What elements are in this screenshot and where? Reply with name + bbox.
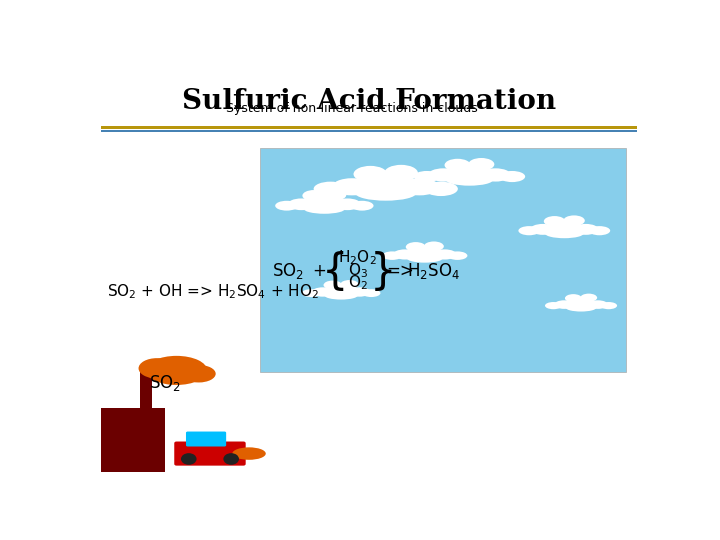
Ellipse shape (275, 201, 298, 211)
Ellipse shape (348, 287, 370, 296)
Ellipse shape (580, 294, 597, 302)
Ellipse shape (382, 252, 402, 260)
Ellipse shape (354, 166, 387, 183)
Text: H$_2$SO$_4$: H$_2$SO$_4$ (407, 261, 459, 281)
Circle shape (223, 453, 239, 465)
Ellipse shape (407, 254, 443, 262)
Ellipse shape (544, 216, 565, 227)
Ellipse shape (408, 245, 441, 259)
Ellipse shape (563, 215, 585, 226)
Text: SO$_2$ + OH => H$_2$SO$_4$ + HO$_2$: SO$_2$ + OH => H$_2$SO$_4$ + HO$_2$ (107, 282, 319, 301)
Ellipse shape (302, 289, 320, 297)
Ellipse shape (554, 300, 574, 309)
Circle shape (181, 453, 197, 465)
Ellipse shape (433, 249, 456, 260)
Ellipse shape (414, 171, 440, 182)
Ellipse shape (384, 165, 418, 181)
Ellipse shape (332, 178, 372, 195)
Ellipse shape (303, 203, 346, 214)
Text: Sulfuric Acid Formation: Sulfuric Acid Formation (182, 87, 556, 114)
Ellipse shape (326, 284, 356, 296)
FancyBboxPatch shape (101, 126, 637, 129)
Ellipse shape (565, 294, 582, 302)
Ellipse shape (182, 365, 216, 382)
Ellipse shape (355, 185, 416, 201)
Ellipse shape (393, 249, 417, 260)
FancyBboxPatch shape (186, 431, 226, 447)
Text: SO$_2$: SO$_2$ (149, 373, 181, 393)
Text: =>: => (386, 261, 413, 280)
Ellipse shape (406, 242, 426, 252)
Ellipse shape (323, 281, 342, 289)
Ellipse shape (424, 181, 458, 196)
Ellipse shape (446, 174, 493, 186)
Ellipse shape (341, 280, 359, 289)
FancyBboxPatch shape (260, 148, 626, 373)
Ellipse shape (324, 291, 358, 300)
Ellipse shape (424, 241, 444, 251)
Ellipse shape (567, 297, 595, 308)
FancyBboxPatch shape (174, 442, 246, 465)
Ellipse shape (312, 287, 333, 296)
Text: +: + (312, 261, 325, 280)
Ellipse shape (428, 168, 459, 181)
Ellipse shape (314, 181, 347, 196)
Ellipse shape (518, 226, 540, 235)
Text: $\}$: $\}$ (369, 248, 392, 293)
FancyBboxPatch shape (101, 130, 637, 132)
Ellipse shape (323, 190, 346, 200)
Ellipse shape (480, 168, 511, 181)
Text: System of non-linear reactions in clouds: System of non-linear reactions in clouds (226, 102, 478, 114)
Text: H$_2$O$_2$: H$_2$O$_2$ (338, 249, 377, 267)
Ellipse shape (362, 289, 380, 297)
Text: O$_2$: O$_2$ (348, 274, 368, 293)
Ellipse shape (589, 226, 610, 235)
Ellipse shape (546, 220, 582, 234)
Ellipse shape (530, 224, 556, 235)
Ellipse shape (145, 356, 207, 385)
Ellipse shape (545, 228, 584, 238)
Ellipse shape (499, 171, 525, 182)
Ellipse shape (302, 190, 325, 201)
Ellipse shape (468, 158, 495, 171)
Ellipse shape (600, 302, 617, 309)
Ellipse shape (588, 300, 608, 309)
Ellipse shape (573, 224, 598, 235)
Ellipse shape (444, 159, 471, 172)
Text: SO$_2$: SO$_2$ (272, 261, 304, 281)
Ellipse shape (138, 358, 176, 379)
Ellipse shape (448, 163, 491, 180)
Ellipse shape (400, 178, 439, 195)
FancyBboxPatch shape (101, 408, 166, 472)
Ellipse shape (358, 172, 413, 194)
Text: O$_3$: O$_3$ (348, 261, 368, 280)
Ellipse shape (545, 302, 562, 309)
Text: $\{$: $\{$ (321, 248, 344, 293)
FancyBboxPatch shape (140, 373, 153, 408)
Ellipse shape (288, 199, 315, 210)
Ellipse shape (351, 201, 374, 211)
Ellipse shape (233, 447, 266, 460)
Ellipse shape (447, 252, 467, 260)
Ellipse shape (305, 194, 343, 209)
Ellipse shape (566, 304, 596, 312)
Ellipse shape (334, 199, 361, 210)
